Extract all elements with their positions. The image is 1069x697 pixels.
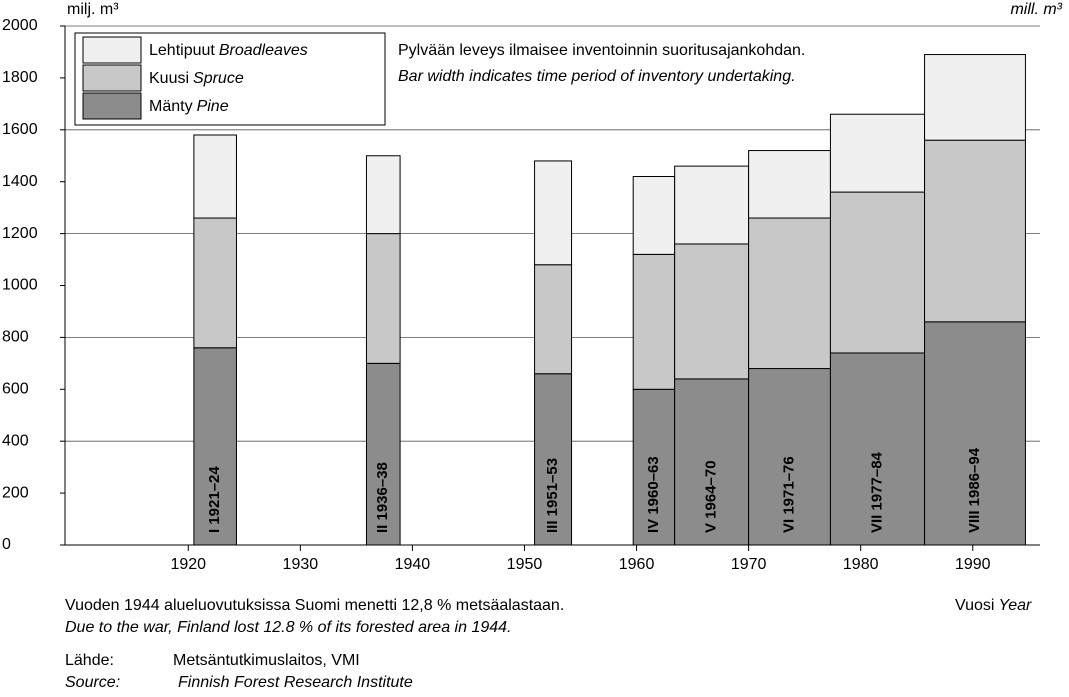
y-unit-left: milj. m³: [67, 1, 119, 18]
bar-segment: [534, 160, 573, 266]
bar-label: III 1951–53: [544, 458, 561, 533]
source-label-en: Source:: [65, 674, 120, 691]
legend-entry: Lehtipuut Broadleaves: [149, 42, 308, 59]
bar-segment: [365, 362, 401, 546]
y-tick-label: 1200: [2, 225, 38, 242]
bar-segment: [193, 134, 237, 219]
x-label: Vuosi Year: [955, 597, 1032, 614]
bar-label: V 1964–70: [703, 460, 720, 533]
bar-label: I 1921–24: [206, 466, 223, 533]
legend-name: Kuusi: [149, 70, 189, 87]
legend-name-en: Pine: [197, 98, 229, 115]
x-tick-label: 1970: [731, 556, 767, 573]
bar-segment: [924, 54, 1026, 141]
y-tick-label: 400: [2, 432, 29, 449]
y-tick-label: 1400: [2, 173, 38, 190]
bar-segment: [365, 155, 401, 235]
bar-segment: [365, 233, 401, 364]
source-text: Metsäntutkimuslaitos, VMI: [173, 652, 360, 669]
bar-label: IV 1960–63: [645, 456, 662, 533]
bar-label: II 1936–38: [374, 462, 391, 533]
bar-segment: [674, 243, 750, 380]
bar-segment: [829, 352, 926, 546]
source-label: Lähde:: [65, 652, 114, 669]
y-tick-label: 0: [2, 536, 11, 553]
note: Due to the war, Finland lost 12.8 % of i…: [65, 619, 511, 636]
source-text-en: Finnish Forest Research Institute: [178, 674, 413, 691]
y-tick-label: 600: [2, 381, 29, 398]
bar-segment: [748, 368, 831, 546]
legend-swatch: [82, 92, 142, 120]
bar-segment: [534, 264, 573, 375]
y-unit-right: mill. m³: [1010, 1, 1062, 18]
x-tick-label: 1950: [507, 556, 543, 573]
bar-segment: [193, 347, 237, 546]
legend-name-en: Broadleaves: [219, 42, 308, 59]
bar-segment: [632, 176, 676, 255]
x-tick-label: 1930: [283, 556, 319, 573]
y-tick-label: 1000: [2, 277, 38, 294]
bar-segment: [748, 150, 831, 219]
legend-swatch: [82, 64, 142, 92]
bar-segment: [193, 217, 237, 349]
bar-segment: [632, 253, 676, 390]
x-tick-label: 1940: [395, 556, 431, 573]
y-tick-label: 1800: [2, 69, 38, 86]
note: Vuoden 1944 alueluovutuksissa Suomi mene…: [65, 597, 564, 614]
legend-name-en: Spruce: [193, 70, 244, 87]
bar-label: VI 1971–76: [780, 456, 797, 533]
legend-entry: Kuusi Spruce: [149, 70, 244, 87]
bar-label: VII 1977–84: [868, 451, 885, 533]
bar-segment: [924, 139, 1026, 323]
annotation-en: Bar width indicates time period of inven…: [398, 68, 796, 85]
bar-segment: [748, 217, 831, 370]
y-tick-label: 200: [2, 484, 29, 501]
legend-swatch: [82, 36, 142, 64]
y-tick-label: 1600: [2, 121, 38, 138]
x-tick-label: 1980: [843, 556, 879, 573]
x-label-fi: Vuosi: [955, 597, 994, 614]
x-tick-label: 1960: [619, 556, 655, 573]
y-tick-label: 800: [2, 329, 29, 346]
x-tick-label: 1920: [170, 556, 206, 573]
x-tick-label: 1990: [955, 556, 991, 573]
legend-entry: Mänty Pine: [149, 98, 229, 115]
bar-segment: [829, 113, 926, 193]
annotation: Pylvään leveys ilmaisee inventoinnin suo…: [398, 42, 805, 59]
bar-segment: [674, 165, 750, 245]
legend-name: Mänty: [149, 98, 193, 115]
bar-segment: [924, 321, 1026, 546]
bar-segment: [829, 191, 926, 354]
x-label-en: Year: [998, 597, 1032, 614]
bar-label: VIII 1986–94: [966, 447, 983, 533]
legend-name: Lehtipuut: [149, 42, 215, 59]
y-tick-label: 2000: [2, 17, 38, 34]
